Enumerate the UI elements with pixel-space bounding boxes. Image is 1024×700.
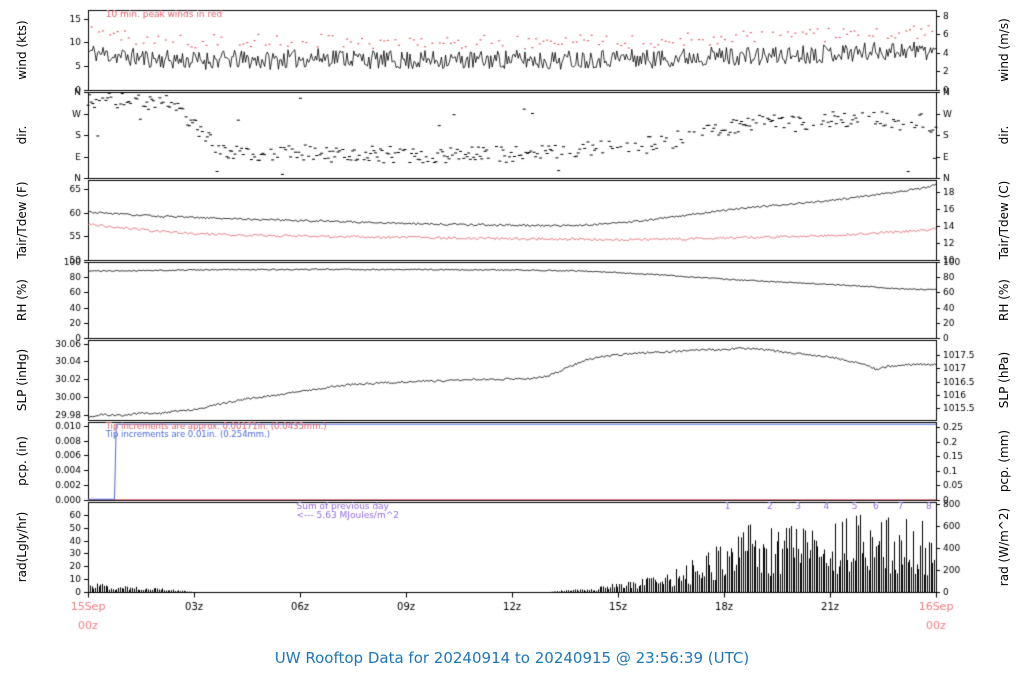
y-axis-label-wind-ms: wind (m/s) bbox=[997, 18, 1011, 82]
y-axis-label-tair-c: Tair/Tdew (C) bbox=[997, 180, 1011, 260]
y-axis-label-dir-left: dir. bbox=[15, 125, 29, 145]
y-axis-label-pcp-in: pcp. (in) bbox=[15, 436, 29, 486]
chart-title: UW Rooftop Data for 20240914 to 20240915… bbox=[274, 649, 750, 667]
y-axis-label-rh-left: RH (%) bbox=[15, 279, 29, 321]
y-axis-label-slp-hpa: SLP (hPa) bbox=[997, 351, 1011, 409]
y-axis-label-wind-kts: wind (kts) bbox=[15, 20, 29, 80]
y-axis-label-dir-right: dir. bbox=[997, 125, 1011, 145]
y-axis-label-pcp-mm: pcp. (mm) bbox=[997, 429, 1011, 493]
chart-canvas bbox=[0, 0, 1024, 640]
y-axis-label-rh-right: RH (%) bbox=[997, 279, 1011, 321]
y-axis-label-slp-inhg: SLP (inHg) bbox=[15, 348, 29, 412]
y-axis-label-rad-wm2: rad (W/m^2) bbox=[997, 507, 1011, 587]
y-axis-label-tair-f: Tair/Tdew (F) bbox=[15, 181, 29, 259]
y-axis-label-rad-lgly: rad(Lgly/hr) bbox=[15, 511, 29, 583]
